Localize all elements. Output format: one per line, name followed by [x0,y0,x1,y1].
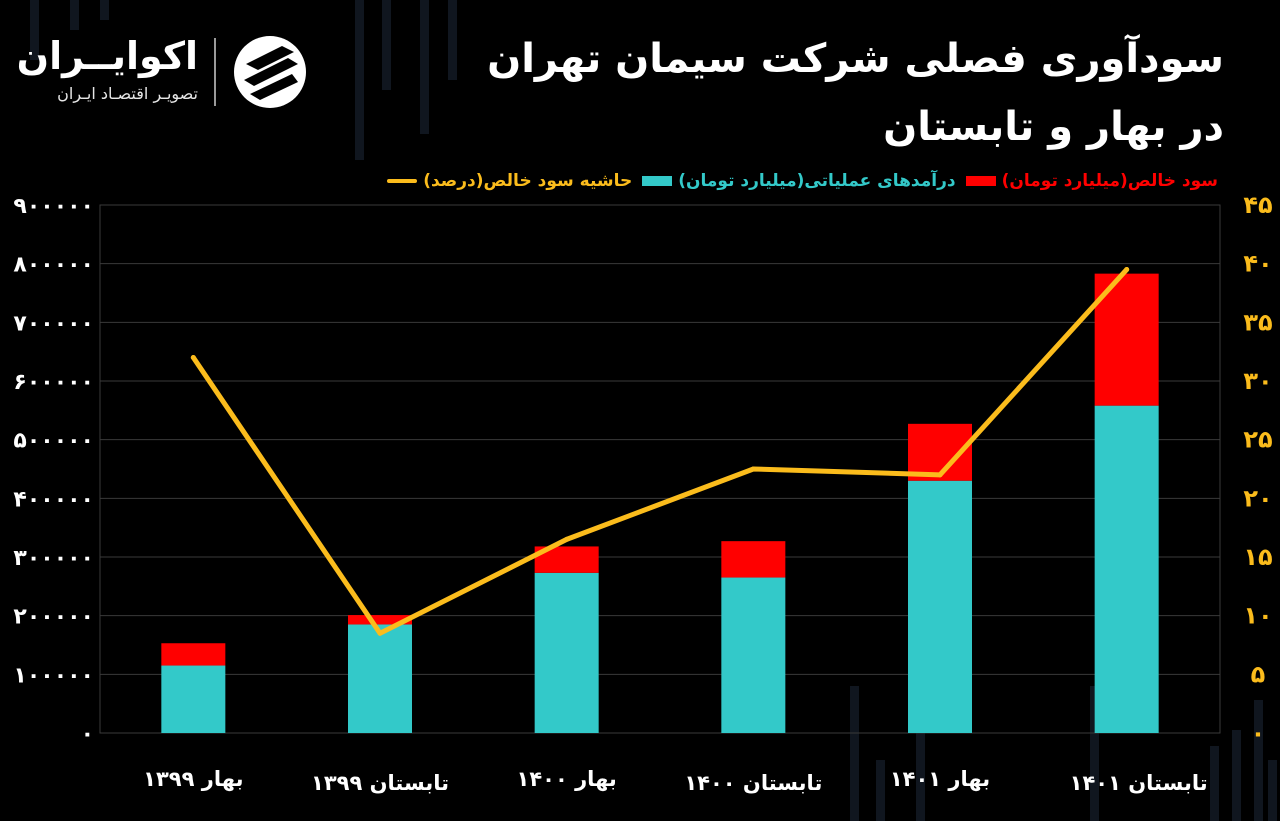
x-tick-label: بهار ۱۴۰۱ [890,767,990,791]
brand-name: اکوایــران [16,34,198,78]
x-tick-label: بهار ۱۳۹۹ [143,767,243,791]
bar-net-profit [721,541,786,578]
bar-operating-revenue [534,572,599,733]
bar-operating-revenue [721,577,786,733]
bars [161,273,1159,733]
margin-point [564,536,570,542]
bar-operating-revenue [348,624,412,733]
y2-tick-label: ۴۵ [1243,191,1272,219]
brand-mark-icon [234,36,306,108]
legend-label: سود خالص(میلیارد تومان) [1001,171,1218,191]
bar-net-profit [161,643,226,666]
x-tick-label: تابستان ۱۴۰۱ [1070,771,1208,795]
legend-swatch [965,176,996,186]
x-tick-label: تابستان ۱۳۹۹ [311,771,449,795]
legend-item: حاشیه سود خالص(درصد) [387,171,632,191]
y2-tick-label: ۲۰ [1243,484,1272,512]
margin-point [190,355,196,361]
left-axis: ۰ ۱۰۰۰۰۰ ۲۰۰۰۰۰ ۳۰۰۰۰۰ ۴۰۰۰۰۰ ۵۰۰۰۰۰ ۶۰۰۰۰۰ ۷۰۰… [13,194,94,747]
y-tick-label: ۲۰۰۰۰۰ [13,605,94,630]
y2-tick-label: ۲۵ [1243,426,1272,454]
legend-swatch [387,179,418,183]
margin-point [750,466,756,472]
y2-tick-label: ۱۰ [1243,602,1272,630]
brand-tagline: تصویـر اقتصـاد ایـران [57,84,198,103]
chart-legend: حاشیه سود خالص(درصد) درآمدهای عملیاتی(میل… [387,166,1218,196]
legend-item: درآمدهای عملیاتی(میلیارد تومان) [642,171,956,191]
y-tick-label: ۸۰۰۰۰۰ [13,253,94,278]
x-tick-label: تابستان ۱۴۰۰ [684,771,822,795]
x-axis-labels: بهار ۱۳۹۹ تابستان ۱۳۹۹ بهار ۱۴۰۰ تابستان ۱۴… [143,767,1207,795]
y2-tick-label: ۰ [1251,719,1266,747]
y2-tick-label: ۵ [1251,660,1266,688]
brand-separator [214,38,216,106]
right-axis: ۰ ۵ ۱۰ ۱۵ ۲۰ ۲۵ ۳۰ ۳۵ ۴۰ ۴۵ [1243,191,1272,747]
plot-frame [99,204,1221,734]
y-tick-label: ۶۰۰۰۰۰ [13,370,94,395]
x-tick-label: بهار ۱۴۰۰ [517,767,617,791]
chart-title: سودآوری فصلی شرکت سیمان تهران [487,36,1224,82]
legend-label: درآمدهای عملیاتی(میلیارد تومان) [678,171,956,191]
grid-lines [99,204,1221,734]
y-tick-label: ۹۰۰۰۰۰ [13,194,94,219]
y-tick-label: ۳۰۰۰۰۰ [13,546,94,571]
margin-point [377,630,383,636]
y2-tick-label: ۳۰ [1243,367,1272,395]
chart-subtitle: در بهار و تابستان [883,104,1224,150]
y-tick-label: ۴۰۰۰۰۰ [13,487,94,512]
y-tick-label: ۰ [81,722,94,747]
legend-swatch [642,176,673,186]
bar-operating-revenue [908,480,972,733]
y-tick-label: ۷۰۰۰۰۰ [13,311,94,336]
margin-point [1124,267,1130,273]
profit-margin-line [190,267,1130,636]
margin-point [937,472,943,478]
bar-net-profit [348,615,412,625]
margin-line [190,267,1130,636]
legend-item: سود خالص(میلیارد تومان) [965,171,1218,191]
y2-tick-label: ۳۵ [1243,308,1272,336]
bar-operating-revenue [161,665,226,733]
legend-label: حاشیه سود خالص(درصد) [423,171,633,191]
bar-operating-revenue [1094,405,1159,733]
y2-tick-label: ۴۰ [1243,250,1272,278]
y-tick-label: ۵۰۰۰۰۰ [13,429,94,454]
y2-tick-label: ۱۵ [1243,543,1272,571]
brand-logo: اکوایــران تصویـر اقتصـاد ایـران [17,34,318,114]
y-tick-label: ۱۰۰۰۰۰ [13,663,94,688]
